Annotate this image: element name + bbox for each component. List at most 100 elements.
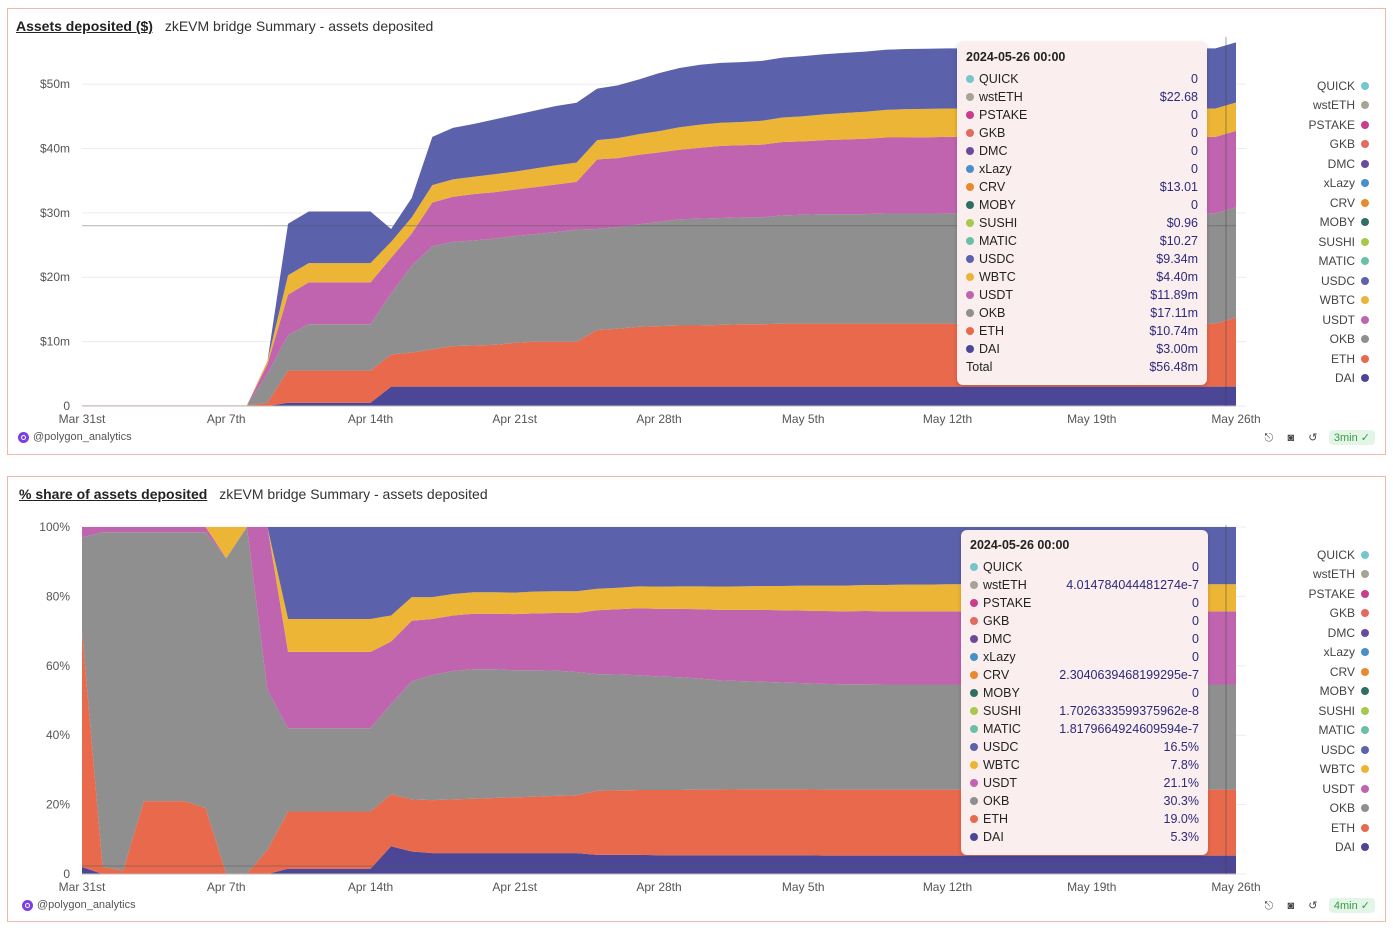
x-tick-label: May 19th [1067, 412, 1116, 426]
legend-swatch-icon [1361, 120, 1369, 129]
legend-item-gkb[interactable]: GKB [1309, 135, 1369, 155]
legend-item-matic[interactable]: MATIC [1309, 252, 1369, 272]
area-usdc[interactable] [82, 527, 1236, 619]
refresh-icon[interactable]: ↺ [1308, 899, 1318, 912]
legend-item-wbtc[interactable]: WBTC [1309, 760, 1369, 780]
tooltip-series-name: USDT [983, 776, 1018, 790]
tooltip-swatch-icon [966, 309, 974, 317]
legend-item-quick[interactable]: QUICK [1309, 76, 1369, 96]
author-credit[interactable]: @polygon_analytics [18, 431, 132, 443]
legend-item-moby[interactable]: MOBY [1309, 682, 1369, 702]
tooltip-row: CRV $13.01 [966, 178, 1198, 196]
legend-swatch-icon [1361, 765, 1369, 774]
legend-swatch-icon [1361, 628, 1369, 637]
embed-icon[interactable]: ⎋ [1264, 431, 1274, 444]
chart-title-link[interactable]: Assets deposited ($) [16, 18, 153, 34]
legend-item-dai[interactable]: DAI [1309, 838, 1369, 858]
legend-item-wsteth[interactable]: wstETH [1309, 565, 1369, 585]
tooltip-series-value: $11.89m [1150, 288, 1198, 302]
legend-item-crv[interactable]: CRV [1309, 193, 1369, 213]
tooltip-series-name: DMC [983, 632, 1012, 646]
author-name: @polygon_analytics [33, 431, 132, 443]
tooltip-series-value: 0 [1191, 72, 1198, 86]
legend-item-gkb[interactable]: GKB [1309, 604, 1369, 624]
tooltip-total-row: Total $56.48m [966, 358, 1198, 376]
legend-item-dmc[interactable]: DMC [1309, 154, 1369, 174]
legend-label: xLazy [1323, 176, 1355, 191]
tooltip-swatch-icon [970, 815, 978, 823]
legend-label: USDC [1320, 742, 1355, 757]
legend-swatch-icon [1361, 374, 1369, 383]
tooltip-swatch-icon [966, 129, 974, 137]
area-okb[interactable] [82, 207, 1236, 406]
legend-item-xlazy[interactable]: xLazy [1309, 174, 1369, 194]
x-tick-label: Apr 7th [207, 412, 246, 426]
tooltip-swatch-icon [966, 255, 974, 263]
tooltip-series-name: USDC [979, 252, 1015, 266]
legend-item-usdc[interactable]: USDC [1309, 740, 1369, 760]
legend-item-sushi[interactable]: SUSHI [1309, 232, 1369, 252]
tooltip-row: WBTC $4.40m [966, 268, 1198, 286]
tooltip-row: wstETH $22.68 [966, 88, 1198, 106]
legend-item-wsteth[interactable]: wstETH [1309, 96, 1369, 116]
tooltip-series-value: 5.3% [1170, 830, 1200, 844]
camera-icon[interactable]: ◙ [1287, 899, 1295, 912]
legend-item-xlazy[interactable]: xLazy [1309, 643, 1369, 663]
area-eth[interactable] [82, 631, 1236, 874]
legend-item-eth[interactable]: ETH [1309, 818, 1369, 838]
legend-item-matic[interactable]: MATIC [1309, 721, 1369, 741]
x-tick-label: May 5th [782, 880, 825, 894]
tooltip-series-value: $17.11m [1150, 306, 1198, 320]
tooltip-row: DMC 0 [970, 630, 1199, 648]
legend-item-eth[interactable]: ETH [1309, 349, 1369, 369]
area-wbtc[interactable] [82, 527, 1236, 652]
refresh-icon[interactable]: ↺ [1308, 431, 1318, 444]
legend-item-usdt[interactable]: USDT [1309, 779, 1369, 799]
legend-item-moby[interactable]: MOBY [1309, 213, 1369, 233]
chart-title-link[interactable]: % share of assets deposited [19, 486, 208, 502]
tooltip-swatch-icon [970, 707, 978, 715]
legend-item-dai[interactable]: DAI [1309, 369, 1369, 389]
tooltip-row: OKB $17.11m [966, 304, 1198, 322]
camera-icon[interactable]: ◙ [1287, 431, 1295, 444]
legend-label: OKB [1329, 332, 1355, 347]
legend-item-wbtc[interactable]: WBTC [1309, 291, 1369, 311]
legend-item-okb[interactable]: OKB [1309, 330, 1369, 350]
freshness-badge[interactable]: 4min ✓ [1328, 898, 1375, 913]
legend-swatch-icon [1361, 609, 1369, 618]
tooltip-date: 2024-05-26 00:00 [970, 538, 1070, 552]
area-eth[interactable] [82, 317, 1236, 406]
tooltip-row: USDC 16.5% [970, 738, 1199, 756]
x-tick-label: Apr 14th [348, 880, 393, 894]
area-usdt[interactable] [82, 527, 1236, 729]
tooltip-row: MOBY 0 [970, 684, 1199, 702]
area-dai[interactable] [82, 386, 1236, 406]
legend-item-crv[interactable]: CRV [1309, 662, 1369, 682]
legend-item-usdc[interactable]: USDC [1309, 271, 1369, 291]
legend-label: WBTC [1319, 293, 1355, 308]
author-credit[interactable]: @polygon_analytics [22, 899, 136, 911]
legend-item-okb[interactable]: OKB [1309, 799, 1369, 819]
legend-label: ETH [1331, 820, 1355, 835]
tooltip-series-value: 0 [1191, 198, 1198, 212]
tooltip-swatch-icon [966, 147, 974, 155]
area-usdt[interactable] [82, 130, 1236, 406]
area-dai[interactable] [82, 846, 1236, 874]
legend-label: PSTAKE [1308, 117, 1355, 132]
freshness-badge[interactable]: 3min ✓ [1328, 430, 1375, 445]
area-okb[interactable] [82, 527, 1236, 874]
embed-icon[interactable]: ⎋ [1264, 899, 1274, 912]
x-tick-label: Apr 28th [636, 412, 681, 426]
tooltip-series-name: GKB [979, 126, 1006, 140]
legend-item-usdt[interactable]: USDT [1309, 310, 1369, 330]
chart-panel-assets-deposited: 0 $10m $20m $30m $40m $50m Mar 31st Apr 7th Apr … [7, 8, 1386, 455]
y-tick-label: 60% [46, 659, 70, 673]
legend-item-quick[interactable]: QUICK [1309, 545, 1369, 565]
legend-item-pstake[interactable]: PSTAKE [1309, 584, 1369, 604]
legend-item-dmc[interactable]: DMC [1309, 623, 1369, 643]
check-icon: ✓ [1360, 900, 1370, 912]
legend-item-sushi[interactable]: SUSHI [1309, 701, 1369, 721]
tooltip-row: xLazy 0 [966, 160, 1198, 178]
tooltip-series-value: 1.8179664924609594e-7 [1059, 722, 1199, 736]
legend-item-pstake[interactable]: PSTAKE [1309, 115, 1369, 135]
